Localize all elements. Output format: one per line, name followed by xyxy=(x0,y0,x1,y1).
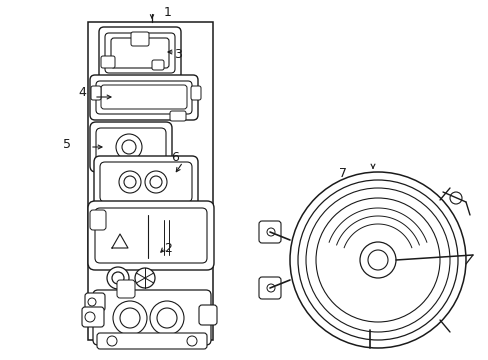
FancyBboxPatch shape xyxy=(100,162,192,202)
Circle shape xyxy=(85,312,95,322)
Text: 1: 1 xyxy=(164,5,172,18)
Circle shape xyxy=(266,228,274,236)
FancyBboxPatch shape xyxy=(82,307,104,327)
FancyBboxPatch shape xyxy=(170,111,185,121)
FancyBboxPatch shape xyxy=(91,86,101,100)
FancyBboxPatch shape xyxy=(105,33,175,73)
FancyBboxPatch shape xyxy=(117,280,135,298)
FancyBboxPatch shape xyxy=(90,210,106,230)
FancyBboxPatch shape xyxy=(97,333,206,349)
FancyBboxPatch shape xyxy=(111,38,169,68)
FancyBboxPatch shape xyxy=(259,277,281,299)
Text: 6: 6 xyxy=(171,152,179,165)
Bar xyxy=(88,22,213,340)
FancyBboxPatch shape xyxy=(99,27,181,79)
FancyBboxPatch shape xyxy=(259,221,281,243)
Circle shape xyxy=(359,242,395,278)
Text: 4: 4 xyxy=(78,86,86,99)
FancyBboxPatch shape xyxy=(152,60,163,70)
Circle shape xyxy=(119,171,141,193)
Circle shape xyxy=(116,134,142,160)
Text: 3: 3 xyxy=(174,49,182,62)
Circle shape xyxy=(145,171,167,193)
Text: 7: 7 xyxy=(338,167,346,180)
FancyBboxPatch shape xyxy=(96,128,165,166)
Circle shape xyxy=(266,284,274,292)
Circle shape xyxy=(150,176,162,188)
Circle shape xyxy=(112,272,124,284)
Circle shape xyxy=(186,336,197,346)
FancyBboxPatch shape xyxy=(191,86,201,100)
FancyBboxPatch shape xyxy=(95,208,206,263)
FancyBboxPatch shape xyxy=(85,293,105,311)
FancyBboxPatch shape xyxy=(101,85,186,109)
Circle shape xyxy=(367,250,387,270)
FancyBboxPatch shape xyxy=(96,81,192,114)
FancyBboxPatch shape xyxy=(93,290,210,345)
Circle shape xyxy=(157,308,177,328)
Circle shape xyxy=(122,140,136,154)
FancyBboxPatch shape xyxy=(101,56,115,68)
Circle shape xyxy=(449,192,461,204)
Circle shape xyxy=(135,268,155,288)
Circle shape xyxy=(113,301,147,335)
Circle shape xyxy=(120,308,140,328)
FancyBboxPatch shape xyxy=(131,32,149,46)
FancyBboxPatch shape xyxy=(90,75,198,120)
Text: 5: 5 xyxy=(63,139,71,152)
FancyBboxPatch shape xyxy=(90,122,172,172)
Text: 2: 2 xyxy=(164,242,172,255)
Circle shape xyxy=(150,301,183,335)
Circle shape xyxy=(88,298,96,306)
Circle shape xyxy=(107,336,117,346)
Circle shape xyxy=(107,267,129,289)
FancyBboxPatch shape xyxy=(94,156,198,208)
FancyBboxPatch shape xyxy=(199,305,217,325)
FancyBboxPatch shape xyxy=(88,201,214,270)
Circle shape xyxy=(124,176,136,188)
